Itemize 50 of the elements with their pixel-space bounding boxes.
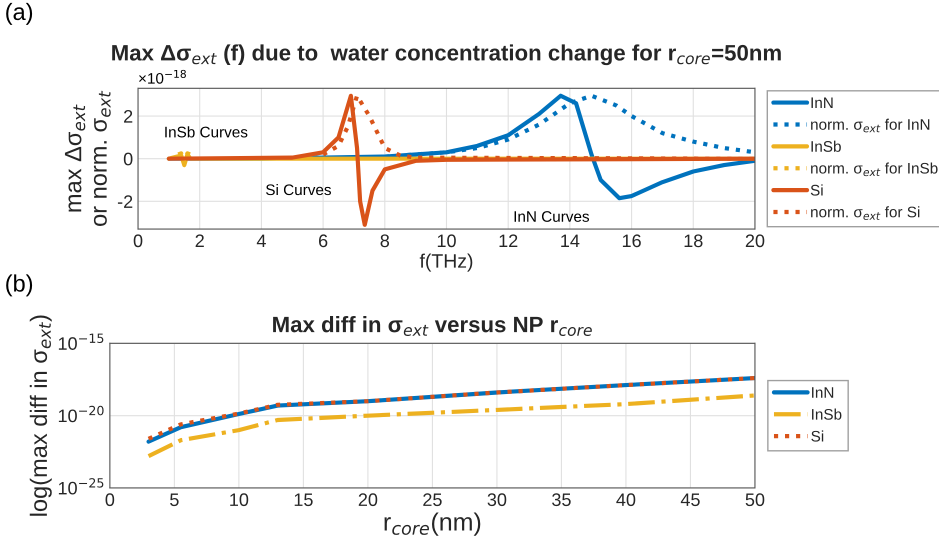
y-tick-label: 10$^{−25}$ xyxy=(58,478,104,495)
x-tick-label: 14 xyxy=(561,234,580,248)
text: ×10$^{−18}$ xyxy=(139,70,186,84)
x-tick-label: 20 xyxy=(358,493,378,506)
legend-label: InSb xyxy=(812,408,842,420)
x-tick-label: 45 xyxy=(680,493,700,506)
x-tick-label: 25 xyxy=(423,493,442,506)
chart-title: Max Δσ$_{ext}$ (f) due to water concentration change for r$_{core}$=50nm xyxy=(112,44,781,66)
y-tick-label: -2 xyxy=(118,195,132,208)
text: (a) xyxy=(6,2,32,25)
annotation: Si Curves xyxy=(266,184,331,196)
y-tick-label: 0 xyxy=(124,152,132,166)
y-axis-title: log(max diff in σ$_{ext}$) xyxy=(30,316,52,516)
x-tick-label: 18 xyxy=(684,234,703,248)
x-tick-label: 6 xyxy=(319,234,328,248)
annotation: InSb Curves xyxy=(165,126,248,138)
legend-label: norm. σ$_{ext}$ for Si xyxy=(811,206,920,220)
x-axis-title: r$_{core}$(nm) xyxy=(384,512,480,536)
x-tick-label: 20 xyxy=(746,234,764,248)
legend-label: InN xyxy=(812,387,834,398)
x-tick-label: 16 xyxy=(622,234,641,248)
x-axis-title: f(THz) xyxy=(420,254,472,272)
x-tick-label: 40 xyxy=(616,493,636,506)
legend-label: norm. σ$_{ext}$ for InSb xyxy=(811,162,938,176)
y-tick-label: 10$^{−15}$ xyxy=(58,334,104,350)
legend-label: Si xyxy=(811,430,824,442)
x-tick-label: 12 xyxy=(500,234,518,248)
x-tick-label: 8 xyxy=(380,234,390,248)
x-tick-label: 4 xyxy=(256,234,266,248)
x-tick-label: 2 xyxy=(196,234,204,248)
x-tick-label: 10 xyxy=(438,234,456,248)
text: (b) xyxy=(6,274,32,296)
legend-label: norm. σ$_{ext}$ for InN xyxy=(811,118,930,132)
legend-label: InSb xyxy=(811,140,841,152)
x-tick-label: 10 xyxy=(230,493,248,506)
x-tick-label: 0 xyxy=(134,234,142,248)
chart-title: Max diff in σ$_{ext}$ versus NP r$_{core}$ xyxy=(273,316,592,336)
y-axis-title: max Δσ$_{ext}$ or norm. σ$_{ext}$ xyxy=(64,90,111,226)
y-tick-label: 2 xyxy=(124,110,132,123)
x-tick-label: 30 xyxy=(488,493,506,506)
x-tick-label: 0 xyxy=(106,493,114,506)
legend-label: Si xyxy=(810,184,823,196)
x-tick-label: 50 xyxy=(746,493,764,506)
legend-label: InN xyxy=(811,97,833,108)
x-tick-label: 35 xyxy=(552,493,571,506)
line-series xyxy=(146,393,755,458)
y-tick-label: 10$^{−20}$ xyxy=(58,406,104,422)
x-tick-label: 15 xyxy=(294,493,313,506)
annotation: InN Curves xyxy=(514,211,590,222)
x-tick-label: 5 xyxy=(170,493,179,506)
